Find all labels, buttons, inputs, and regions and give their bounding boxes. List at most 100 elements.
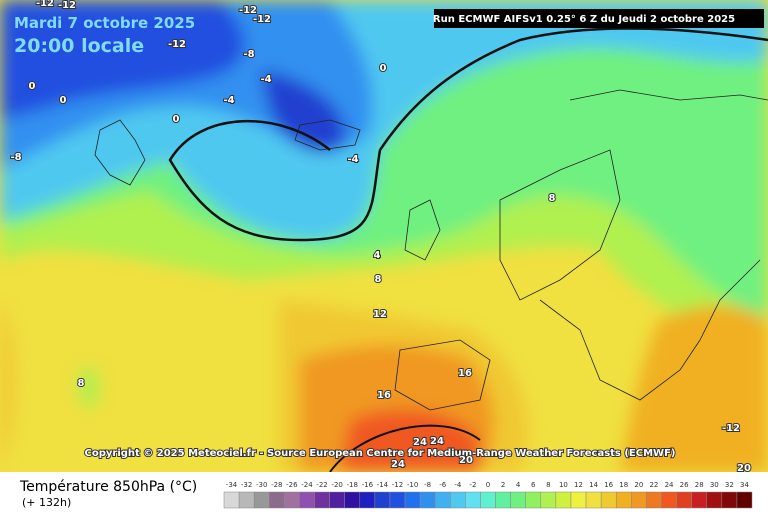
colorbar-swatch bbox=[706, 491, 723, 509]
colorbar-label: -26 bbox=[286, 481, 298, 489]
colorbar-label: -4 bbox=[454, 481, 462, 489]
colorbar-label: -10 bbox=[407, 481, 418, 489]
contour-label: -8 bbox=[243, 49, 254, 60]
colorbar-label: -22 bbox=[316, 481, 327, 489]
contour-label: -4 bbox=[260, 74, 271, 85]
contour-label: 0 bbox=[173, 114, 180, 125]
colorbar-swatch bbox=[419, 491, 436, 509]
coastlines bbox=[94, 89, 768, 411]
colorbar-swatch bbox=[600, 491, 617, 509]
colorbar-label: 18 bbox=[619, 481, 628, 489]
contour-label: 24 bbox=[430, 436, 444, 447]
colorbar: -34 -32 -30 -28 -26 -24 -22 -20 -18 -16 -14 -12 -10-… bbox=[223, 481, 753, 509]
colorbar-swatch bbox=[646, 491, 662, 509]
colorbar-swatch bbox=[374, 491, 391, 509]
colorbar-swatch bbox=[540, 491, 557, 509]
contour-label: 20 bbox=[459, 455, 473, 466]
colorbar-swatch bbox=[223, 491, 240, 509]
colorbar-swatch bbox=[344, 491, 361, 509]
contour-label: 24 bbox=[391, 459, 405, 470]
contour-label: 0 bbox=[29, 81, 36, 92]
map: Run ECMWF AIFSv1 0.25° 6 Z du Jeudi 2 oc… bbox=[0, 0, 768, 474]
colorbar-swatch bbox=[465, 491, 481, 509]
colorbar-swatch bbox=[480, 491, 496, 509]
colorbar-label: 22 bbox=[649, 481, 658, 489]
contour-label: 0 bbox=[60, 95, 67, 106]
colorbar-swatch bbox=[389, 491, 406, 509]
contour-label: -4 bbox=[347, 154, 358, 165]
contour-label: 8 bbox=[375, 274, 382, 285]
contour-label: 8 bbox=[549, 193, 556, 204]
contour-label: -4 bbox=[223, 95, 234, 106]
colorbar-swatch bbox=[570, 491, 587, 509]
colorbar-label: -34 bbox=[226, 481, 238, 489]
run-banner bbox=[434, 9, 764, 28]
colorbar-swatch bbox=[404, 491, 421, 509]
colorbar-label: -32 bbox=[241, 481, 252, 489]
contour-label: -12 bbox=[722, 423, 740, 434]
colorbar-swatch bbox=[299, 491, 315, 509]
colorbar-swatch bbox=[495, 491, 511, 509]
contour-label: 16 bbox=[458, 368, 472, 379]
colorbar-label: 34 bbox=[740, 481, 749, 489]
contour-label: -12 bbox=[58, 0, 76, 11]
colorbar-swatch bbox=[661, 491, 677, 509]
colorbar-swatch bbox=[525, 491, 542, 509]
colorbar-swatch bbox=[450, 491, 466, 509]
colorbar-label: 14 bbox=[589, 481, 598, 489]
colorbar-label: 24 bbox=[665, 481, 674, 489]
colorbar-swatch bbox=[676, 491, 692, 509]
colorbar-label: -24 bbox=[301, 481, 313, 489]
colorbar-label: -16 bbox=[362, 481, 374, 489]
colorbar-label: -28 bbox=[271, 481, 282, 489]
valid-date: Mardi 7 octobre 2025 bbox=[14, 14, 195, 32]
colorbar-swatch bbox=[314, 491, 330, 509]
zero-isotherm bbox=[168, 27, 768, 242]
colorbar-swatch bbox=[284, 491, 300, 509]
colorbar-label: 12 bbox=[574, 481, 583, 489]
lead-time: (+ 132h) bbox=[22, 496, 71, 509]
colorbar-swatch bbox=[585, 491, 602, 509]
colorbar-label: 10 bbox=[559, 481, 568, 489]
contour-label: 20 bbox=[737, 463, 751, 474]
colorbar-swatch bbox=[555, 491, 572, 509]
colorbar-swatch bbox=[434, 491, 451, 509]
legend-title: Température 850hPa (°C) bbox=[19, 479, 197, 495]
contour-label: 8 bbox=[78, 378, 85, 389]
colorbar-label: 4 bbox=[516, 481, 521, 489]
colorbar-label: -8 bbox=[424, 481, 431, 489]
colorbar-label: -14 bbox=[377, 481, 389, 489]
colorbar-label: 28 bbox=[695, 481, 704, 489]
colorbar-swatch bbox=[238, 491, 255, 509]
colorbar-label: 8 bbox=[546, 481, 550, 489]
colorbar-swatch bbox=[691, 491, 707, 509]
contour-label: 4 bbox=[374, 250, 381, 261]
valid-time: 20:00 locale bbox=[14, 35, 144, 57]
colorbar-label: -30 bbox=[256, 481, 267, 489]
contour-label: -12 bbox=[168, 39, 186, 50]
colorbar-label: 20 bbox=[634, 481, 643, 489]
colorbar-label: 6 bbox=[531, 481, 536, 489]
isotherm bbox=[329, 424, 481, 472]
contour-label: 24 bbox=[413, 437, 427, 448]
contour-label: -12 bbox=[36, 0, 54, 9]
colorbar-label: 30 bbox=[710, 481, 719, 489]
colorbar-swatch bbox=[269, 491, 285, 509]
colorbar-label: 32 bbox=[725, 481, 734, 489]
colorbar-label: 2 bbox=[501, 481, 505, 489]
colorbar-label: 0 bbox=[486, 481, 490, 489]
contour-labels: -12 -12 -12 -12 -12 -8 -4 0 0 0 -4 0 -8 … bbox=[9, 0, 752, 474]
colorbar-swatch bbox=[736, 491, 753, 509]
contour-label: 0 bbox=[380, 63, 387, 74]
contour-label: 16 bbox=[377, 390, 391, 401]
colorbar-swatch bbox=[359, 491, 376, 509]
colorbar-swatch bbox=[721, 491, 738, 509]
colorbar-swatch bbox=[631, 491, 647, 509]
colorbar-label: -18 bbox=[347, 481, 358, 489]
colorbar-swatch bbox=[615, 491, 632, 509]
copyright: Copyright © 2025 Meteociel.fr - Source E… bbox=[85, 448, 676, 459]
contour-label: -12 bbox=[239, 5, 257, 16]
colorbar-label: -6 bbox=[439, 481, 447, 489]
